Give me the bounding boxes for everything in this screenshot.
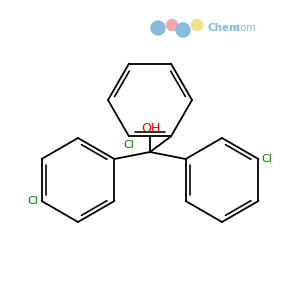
Circle shape	[176, 23, 190, 37]
Circle shape	[151, 21, 165, 35]
Text: Cl: Cl	[28, 196, 39, 206]
Text: Chem: Chem	[208, 23, 241, 33]
Text: OH: OH	[141, 122, 160, 135]
Text: Cl: Cl	[124, 140, 134, 150]
Text: Cl: Cl	[261, 154, 272, 164]
Circle shape	[191, 20, 203, 31]
Circle shape	[167, 20, 178, 31]
Text: .com: .com	[232, 23, 256, 33]
